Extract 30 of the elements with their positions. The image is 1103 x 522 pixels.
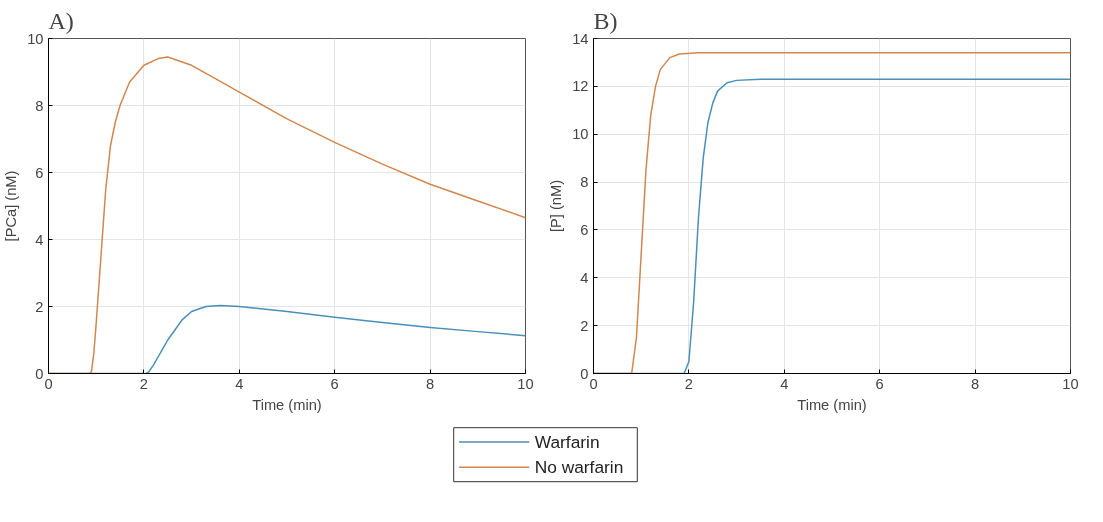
chart-title: B) (593, 7, 618, 34)
x-tick-label: 8 (426, 375, 435, 392)
x-axis-title: Time (min) (252, 396, 322, 413)
y-tick-label: 12 (572, 78, 589, 95)
chart-title: A) (48, 7, 74, 34)
x-tick-label: 4 (235, 375, 244, 392)
y-tick-label: 6 (580, 221, 589, 238)
y-axis-title: [PCa] (nM) (3, 170, 20, 242)
y-tick-label: 4 (35, 231, 44, 248)
x-tick-label: 6 (330, 375, 339, 392)
y-axis-title: [P] (nM) (548, 179, 565, 233)
y-tick-label: 10 (572, 126, 589, 143)
x-tick-label: 2 (684, 375, 693, 392)
x-tick-label: 10 (1062, 375, 1079, 392)
legend-label: No warfarin (534, 457, 624, 478)
y-tick-label: 2 (35, 298, 44, 315)
legend-label: Warfarin (534, 432, 600, 453)
x-axis-title: Time (min) (797, 396, 867, 413)
x-tick-label: 8 (971, 375, 980, 392)
y-tick-label: 10 (27, 30, 44, 47)
y-tick-label: 4 (580, 269, 589, 286)
x-tick-label: 4 (780, 375, 789, 392)
y-tick-label: 6 (35, 164, 44, 181)
y-tick-label: 2 (580, 317, 589, 334)
x-tick-label: 6 (875, 375, 884, 392)
y-tick-label: 8 (35, 97, 44, 114)
y-tick-label: 8 (580, 174, 589, 191)
x-tick-label: 2 (139, 375, 148, 392)
y-tick-label: 14 (572, 30, 589, 47)
x-tick-label: 10 (517, 375, 534, 392)
